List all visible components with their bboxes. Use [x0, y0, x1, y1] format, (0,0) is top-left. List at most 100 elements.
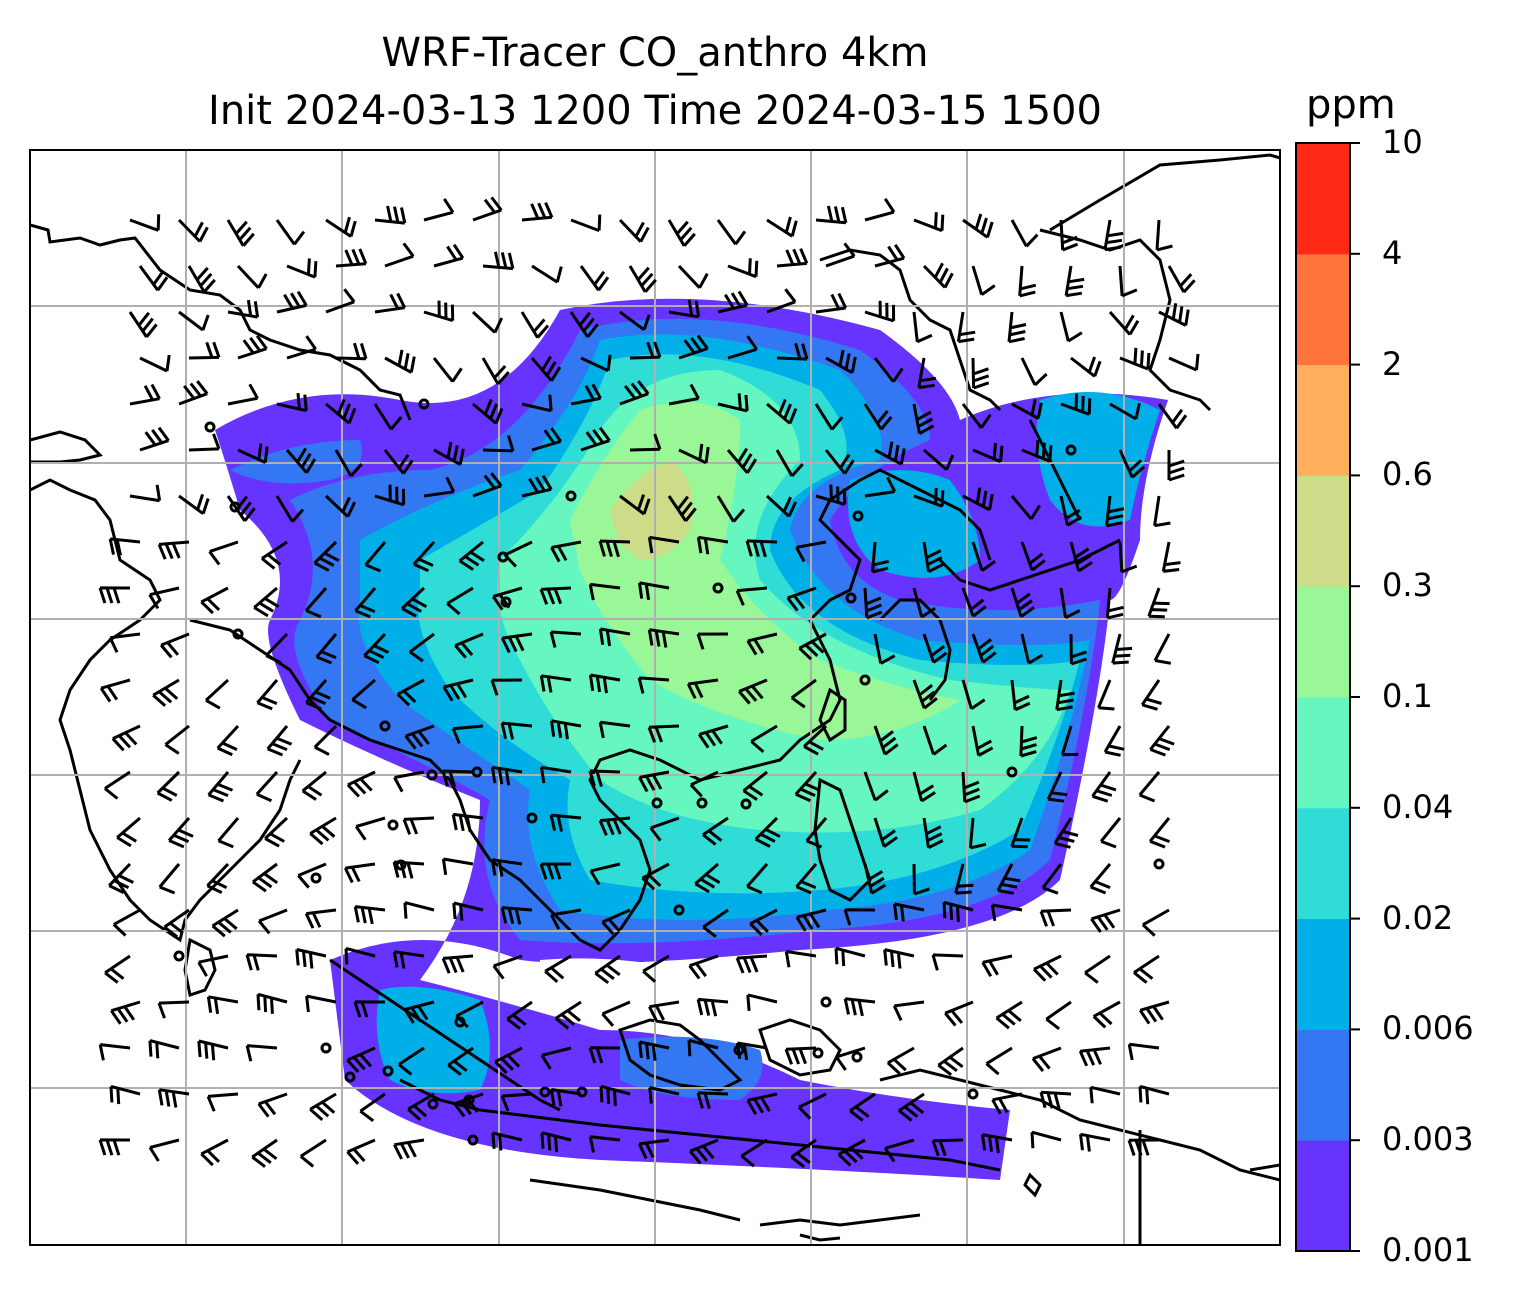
- wind-barb: [423, 300, 455, 323]
- wind-barb: [961, 771, 981, 804]
- wind-barb: [588, 769, 621, 788]
- wind-barb: [961, 679, 986, 711]
- wind-barb: [148, 586, 180, 610]
- wind-barb: [442, 678, 474, 702]
- wind-barb: [1019, 725, 1038, 758]
- wind-barb: [401, 586, 428, 618]
- wind-barb: [549, 813, 582, 832]
- wind-barb: [257, 908, 288, 935]
- wind-barb: [570, 383, 602, 406]
- wind-barb: [343, 862, 376, 884]
- wind-barb: [491, 1131, 523, 1151]
- wind-barb: [334, 449, 363, 478]
- wind-barb: [961, 403, 992, 429]
- wind-barb: [299, 1138, 327, 1168]
- wind-barb: [129, 383, 161, 406]
- wind-barb: [1046, 771, 1068, 803]
- wind-barb: [1133, 954, 1160, 984]
- wind-barb: [178, 310, 210, 332]
- colorbar-tick-label: 0.006: [1382, 1009, 1474, 1048]
- tracer-shading: [215, 298, 1168, 1180]
- wind-barb: [873, 357, 904, 383]
- wind-barb: [874, 441, 906, 466]
- wind-barb: [1103, 219, 1124, 252]
- wind-barb: [922, 541, 944, 574]
- calm-wind-marker: [576, 1086, 588, 1098]
- wind-barb: [275, 219, 306, 246]
- wind-barb: [157, 1000, 190, 1019]
- wind-barb: [407, 1092, 435, 1121]
- wind-barb: [696, 1091, 729, 1110]
- colorbar-tick-label: 2: [1382, 344, 1403, 383]
- wind-barb: [539, 862, 572, 880]
- wind-barb: [1059, 495, 1083, 527]
- wind-barb: [451, 812, 484, 833]
- wind-barb: [649, 816, 680, 842]
- wind-barb: [873, 725, 899, 756]
- wind-barb: [550, 719, 582, 740]
- wind-barb: [152, 678, 180, 707]
- wind-barb: [433, 243, 465, 268]
- wind-barb: [458, 540, 485, 571]
- wind-barb: [696, 632, 729, 650]
- wind-barb: [776, 342, 809, 361]
- wind-barb: [374, 292, 407, 314]
- wind-barb: [112, 908, 141, 937]
- wind-barb: [805, 817, 828, 849]
- wind-barb: [738, 678, 768, 705]
- calm-wind-marker: [820, 996, 832, 1008]
- calm-wind-marker: [733, 1044, 745, 1056]
- wind-barb: [598, 627, 631, 647]
- wind-barb: [638, 770, 670, 793]
- wind-barb: [922, 262, 954, 289]
- wind-barb: [1167, 265, 1196, 294]
- wind-barb: [346, 770, 376, 798]
- wind-barb: [971, 633, 997, 664]
- calm-wind-marker: [852, 510, 864, 522]
- wind-barb: [1032, 954, 1062, 982]
- colorbar-segment: [1296, 1029, 1350, 1141]
- wind-barb: [798, 632, 827, 661]
- wind-barb: [1059, 587, 1081, 620]
- wind-barb: [1059, 219, 1079, 252]
- wind-barb: [403, 1000, 435, 1024]
- wind-barb: [109, 1084, 141, 1105]
- wind-barb: [931, 1138, 964, 1157]
- wind-barb: [766, 288, 797, 314]
- wind-barb: [441, 954, 474, 974]
- wind-barb: [913, 487, 945, 508]
- wind-barb: [490, 678, 523, 696]
- wind-barb: [446, 586, 474, 616]
- wind-barb: [1031, 1046, 1062, 1073]
- wind-barb: [403, 901, 435, 919]
- wind-barb: [740, 1138, 768, 1168]
- wind-barb: [490, 858, 523, 877]
- wind-barb: [629, 433, 662, 452]
- colorbar-segment: [1296, 697, 1350, 809]
- wind-barb: [1138, 1084, 1170, 1105]
- wind-barb: [1039, 908, 1072, 927]
- wind-barb: [482, 435, 515, 453]
- wind-barb: [1060, 725, 1079, 757]
- wind-barb: [346, 1138, 376, 1165]
- wind-barb: [913, 212, 945, 233]
- wind-barb: [452, 901, 484, 921]
- wind-barb: [286, 258, 318, 279]
- wind-barb: [991, 1092, 1023, 1115]
- wind-barb: [227, 383, 259, 406]
- calm-wind-marker: [740, 798, 752, 810]
- wind-barb: [116, 816, 141, 848]
- wind-barb: [309, 1092, 337, 1122]
- map-frame: [29, 149, 1281, 1246]
- wind-barb: [353, 1000, 386, 1018]
- wind-barb: [754, 816, 781, 848]
- wind-barb: [156, 770, 181, 802]
- calm-wind-marker: [1006, 766, 1018, 778]
- wind-barb: [500, 906, 533, 925]
- wind-barb: [472, 398, 504, 425]
- map-title-line1: WRF-Tracer CO_anthro 4km: [381, 30, 929, 76]
- wind-barb: [1089, 863, 1112, 895]
- wind-barb: [216, 724, 240, 757]
- wind-barb: [148, 1039, 180, 1059]
- wind-barb: [873, 633, 896, 665]
